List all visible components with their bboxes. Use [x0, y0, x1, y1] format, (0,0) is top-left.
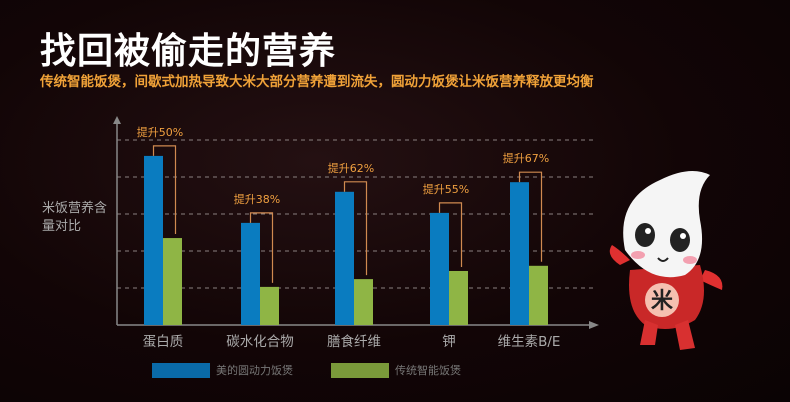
increase-bracket [343, 181, 368, 276]
legend-swatch-green [331, 362, 389, 378]
mascot-badge: 米 [651, 289, 674, 314]
rice-mascot-icon: 米 [609, 171, 723, 350]
increase-label: 提升67% [503, 152, 549, 165]
bar-traditional [163, 238, 182, 325]
legend-swatch-blue [152, 362, 210, 378]
bar-midea [430, 212, 449, 325]
legend-item-midea: 美的圆动力饭煲 [152, 362, 293, 378]
bar-midea [510, 182, 529, 325]
legend-label: 美的圆动力饭煲 [216, 364, 293, 377]
y-axis-label: 米饭营养含量对比 [42, 201, 108, 234]
increase-bracket [518, 171, 543, 262]
bar-midea [144, 155, 163, 325]
x-axis-arrow [589, 321, 599, 329]
category-label: 碳水化合物 [226, 334, 294, 350]
increase-bracket [152, 145, 177, 235]
increase-label: 提升50% [137, 126, 183, 139]
page-title: 找回被偷走的营养 [40, 31, 337, 72]
increase-bracket [249, 212, 274, 283]
bar-midea [335, 191, 354, 325]
category-label: 维生素B/E [498, 334, 561, 350]
bar-traditional [260, 286, 279, 325]
increase-label: 提升55% [423, 183, 469, 196]
bar-traditional [529, 265, 548, 325]
increase-label: 提升62% [328, 162, 374, 175]
bar-traditional [354, 279, 373, 325]
y-axis-arrow [113, 116, 121, 124]
category-label: 钾 [442, 334, 456, 350]
increase-bracket [438, 202, 463, 267]
increase-label: 提升38% [234, 193, 280, 206]
category-label: 蛋白质 [143, 334, 184, 350]
page-subtitle: 传统智能饭煲，间歇式加热导致大米大部分营养遭到流失，圆动力饭煲让米饭营养释放更均… [40, 74, 594, 90]
legend-label: 传统智能饭煲 [395, 364, 461, 377]
category-label: 膳食纤维 [327, 333, 381, 350]
legend-item-traditional: 传统智能饭煲 [331, 362, 461, 378]
bar-midea [241, 222, 260, 325]
bar-traditional [449, 270, 468, 325]
